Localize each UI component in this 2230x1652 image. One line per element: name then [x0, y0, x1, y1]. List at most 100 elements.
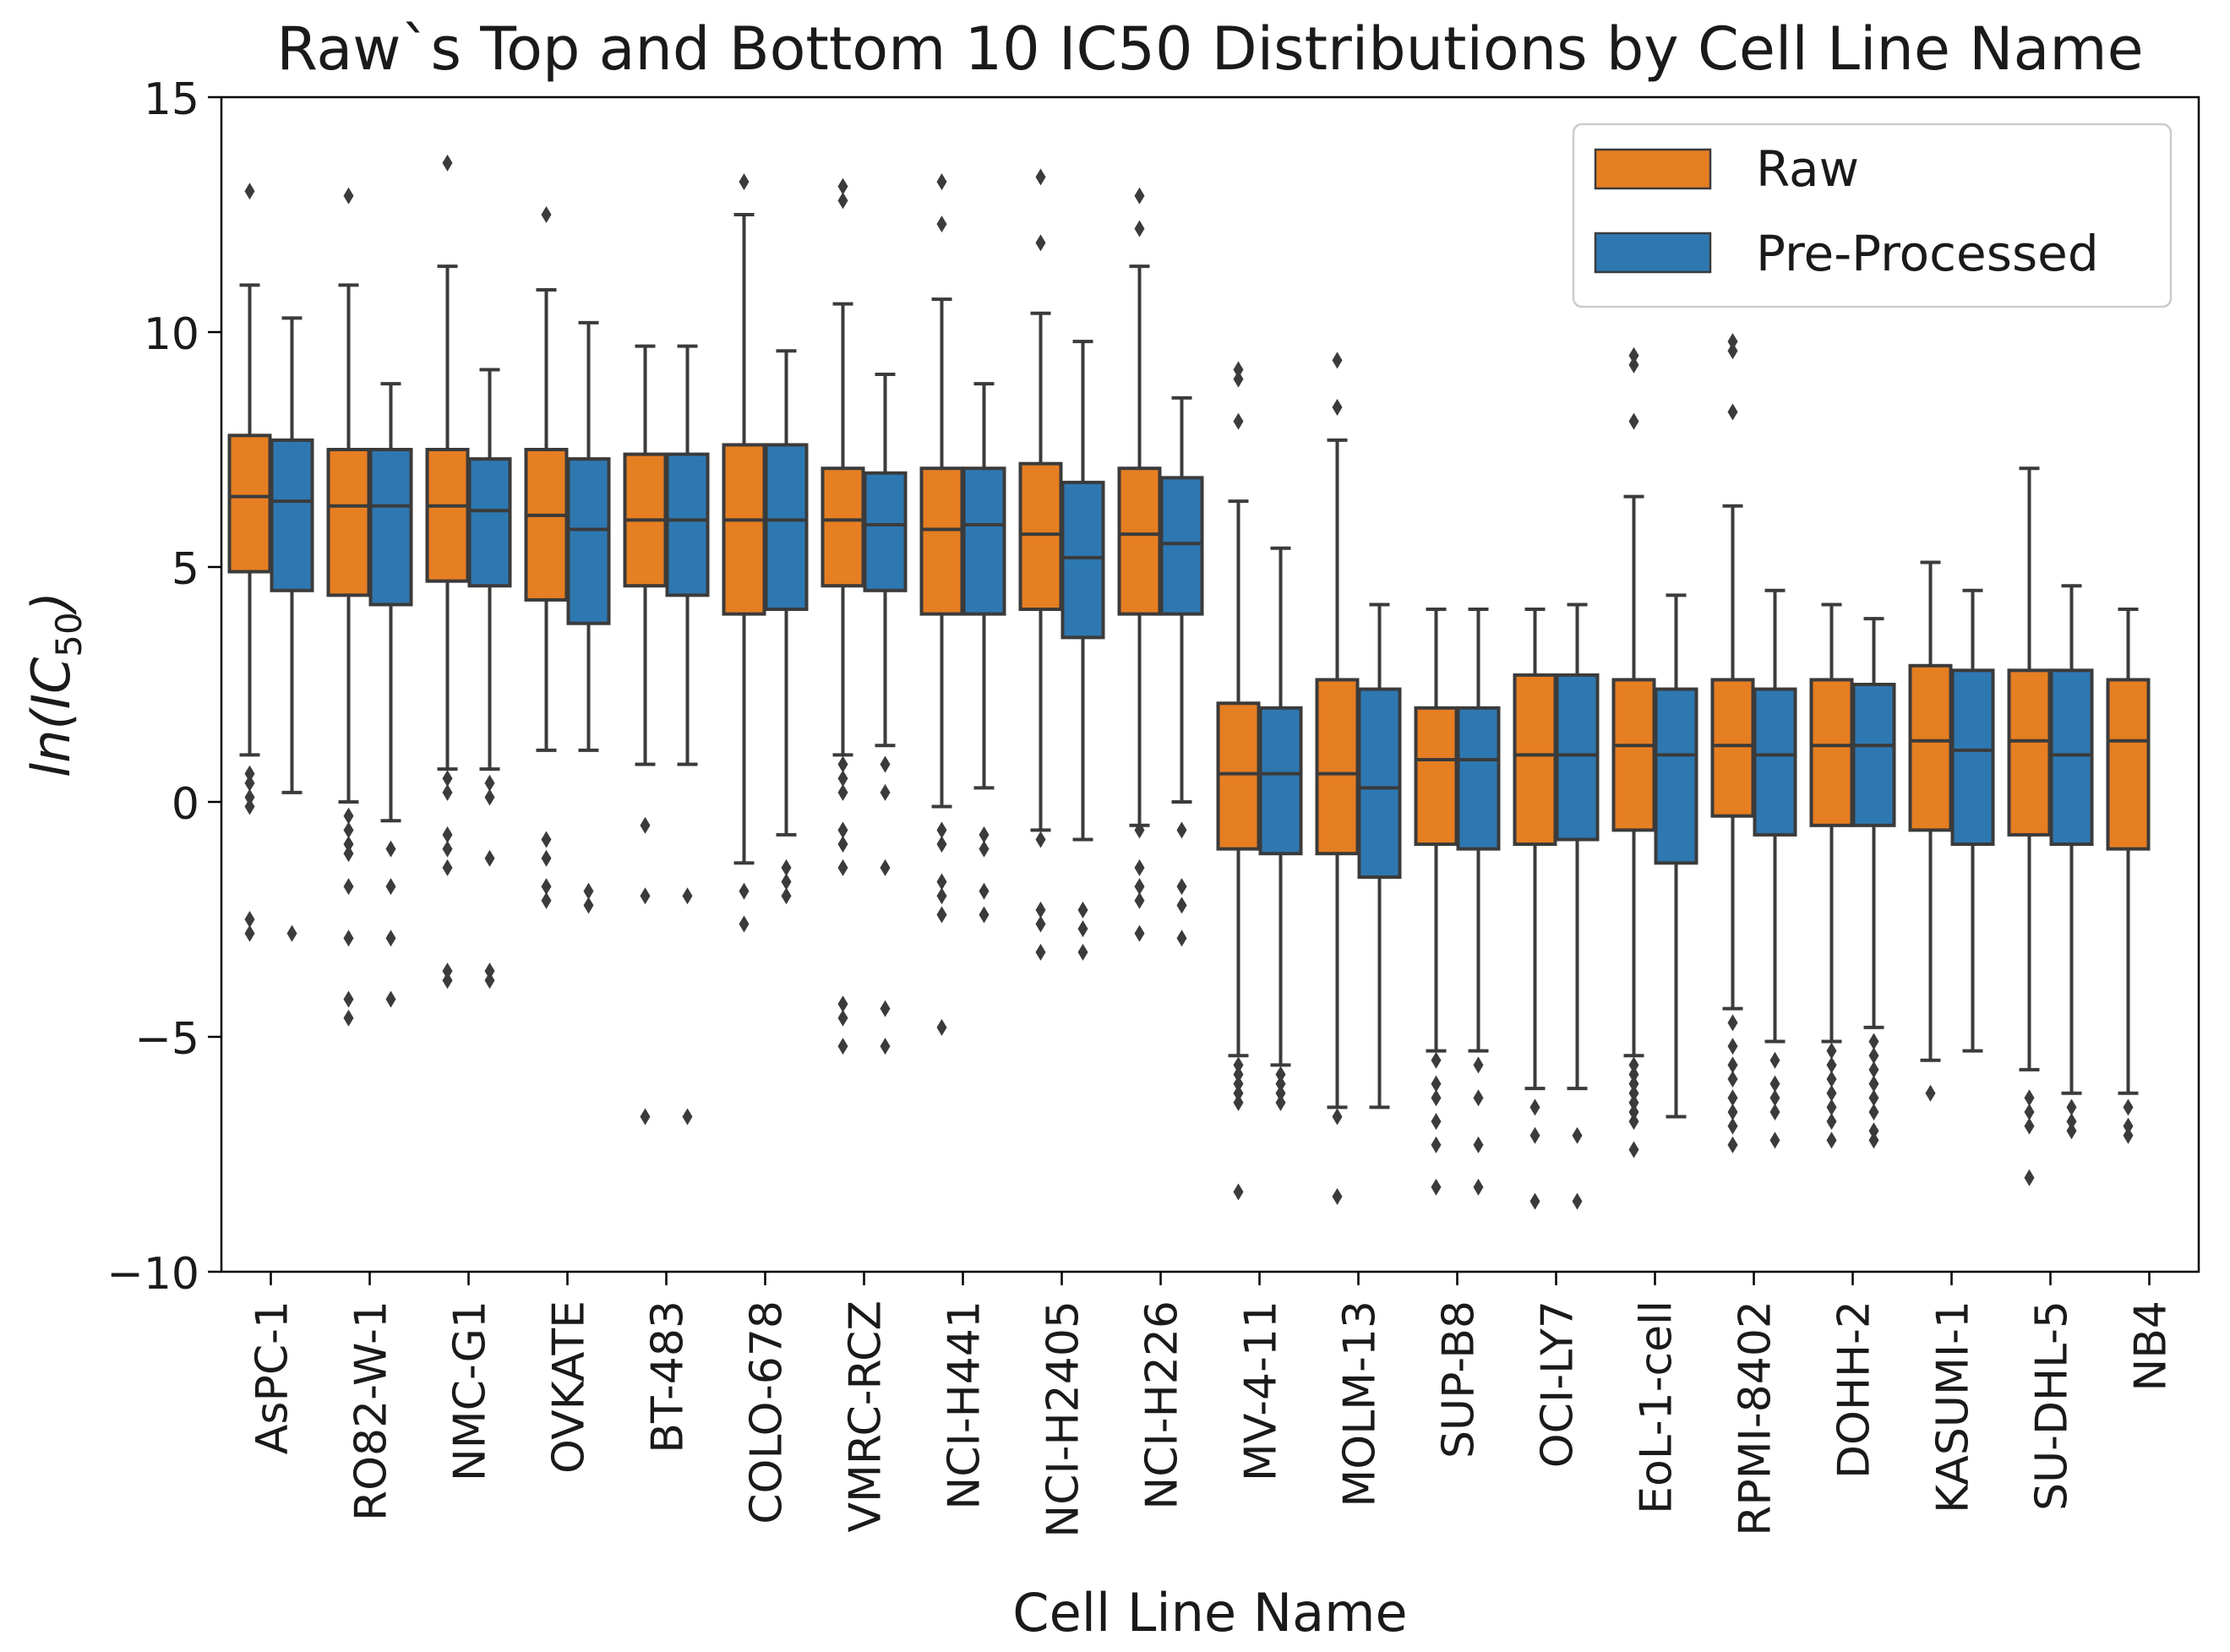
- outlier-point: [1868, 1122, 1879, 1140]
- outlier-point: [1275, 1093, 1286, 1111]
- plot-frame: [220, 95, 2200, 1273]
- outlier-point: [1233, 1093, 1244, 1111]
- outlier-point: [640, 887, 651, 905]
- box-iqr: [1117, 466, 1162, 616]
- box-iqr: [764, 443, 809, 612]
- box-iqr: [2049, 668, 2094, 847]
- outlier-point: [1826, 1084, 1837, 1102]
- box-iqr: [1950, 668, 1995, 847]
- outlier-point: [1868, 1033, 1879, 1050]
- legend-swatch-raw: [1594, 148, 1712, 190]
- box-raw: [425, 154, 470, 990]
- outlier-point: [2024, 1117, 2035, 1135]
- x-tick-label: VMRC-RCZ: [841, 1300, 891, 1533]
- box-pre-processed: [665, 344, 710, 1126]
- y-axis-label-subscript: 50: [48, 612, 90, 657]
- outlier-point: [1628, 1093, 1639, 1111]
- box-iqr: [1018, 461, 1063, 612]
- box-raw: [1117, 187, 1162, 942]
- outlier-point: [1727, 1056, 1738, 1074]
- outlier-point: [442, 770, 453, 788]
- legend-frame: [1572, 123, 2173, 308]
- box-raw: [821, 177, 865, 1055]
- outlier-point: [1176, 897, 1187, 914]
- outlier-point: [837, 192, 848, 210]
- outlier-point: [837, 859, 848, 876]
- outlier-point: [936, 906, 947, 924]
- outlier-point: [2066, 1113, 2077, 1131]
- box-iqr: [1315, 678, 1360, 856]
- outlier-point: [343, 836, 354, 853]
- outlier-point: [385, 930, 396, 947]
- outlier-point: [484, 849, 495, 867]
- box-iqr: [821, 466, 865, 588]
- box-iqr: [467, 457, 512, 588]
- outlier-point: [837, 770, 848, 788]
- box-iqr: [2106, 678, 2151, 851]
- outlier-point: [1431, 1051, 1442, 1069]
- outlier-point: [1628, 1075, 1639, 1093]
- outlier-point: [979, 840, 990, 858]
- x-tick-label: DOHH-2: [1829, 1300, 1880, 1479]
- outlier-point: [442, 826, 453, 843]
- outlier-point: [1035, 943, 1046, 961]
- x-tick-label: NCI-H226: [1137, 1300, 1188, 1510]
- outlier-point: [1925, 1084, 1936, 1102]
- outlier-point: [2066, 1099, 2077, 1116]
- outlier-point: [880, 1038, 891, 1055]
- outlier-point: [1134, 859, 1145, 876]
- outlier-point: [1233, 1183, 1244, 1201]
- outlier-point: [837, 836, 848, 853]
- outlier-point: [244, 911, 255, 928]
- y-tick-label: −5: [134, 1014, 199, 1065]
- outlier-point: [2024, 1089, 2035, 1107]
- x-tick-label: KASUMI-1: [1928, 1300, 1979, 1513]
- box-pre-processed: [1753, 588, 1797, 1149]
- outlier-point: [1431, 1178, 1442, 1196]
- y-tick-label: 15: [144, 74, 199, 125]
- outlier-point: [286, 924, 297, 942]
- outlier-point: [442, 859, 453, 876]
- outlier-point: [1727, 1014, 1738, 1032]
- outlier-point: [880, 859, 891, 876]
- box-iqr: [1654, 687, 1698, 865]
- box-pre-processed: [1456, 608, 1501, 1196]
- outlier-point: [1727, 333, 1738, 351]
- outlier-point: [244, 765, 255, 782]
- outlier-point: [1826, 1099, 1837, 1116]
- outlier-point: [343, 878, 354, 896]
- outlier-point: [1176, 930, 1187, 947]
- outlier-point: [739, 915, 750, 933]
- outlier-point: [1233, 370, 1244, 388]
- outlier-point: [1826, 1042, 1837, 1060]
- y-tick-label: 10: [144, 309, 199, 360]
- outlier-point: [343, 990, 354, 1008]
- x-tick-label: OVKATE: [544, 1300, 595, 1474]
- outlier-point: [1077, 943, 1088, 961]
- outlier-point: [1826, 1113, 1837, 1131]
- outlier-point: [1727, 1117, 1738, 1135]
- box-raw: [227, 183, 272, 942]
- box-iqr: [863, 471, 908, 592]
- outlier-point: [1727, 1089, 1738, 1107]
- outlier-point: [1233, 361, 1244, 379]
- box-iqr: [1753, 687, 1797, 837]
- outlier-point: [442, 154, 453, 172]
- outlier-point: [1826, 1131, 1837, 1149]
- outlier-point: [1035, 901, 1046, 919]
- outlier-point: [1769, 1103, 1780, 1120]
- outlier-point: [1628, 1056, 1639, 1074]
- outlier-point: [1431, 1136, 1442, 1153]
- box-iqr: [1159, 476, 1204, 616]
- outlier-point: [343, 807, 354, 825]
- outlier-point: [2066, 1122, 2077, 1140]
- outlier-point: [2123, 1117, 2134, 1135]
- box-iqr: [1513, 673, 1557, 847]
- outlier-point: [442, 783, 453, 801]
- y-tick-label: −10: [106, 1249, 199, 1300]
- y-tick-label: 5: [172, 544, 199, 595]
- outlier-point: [244, 924, 255, 942]
- box-iqr: [1710, 678, 1755, 818]
